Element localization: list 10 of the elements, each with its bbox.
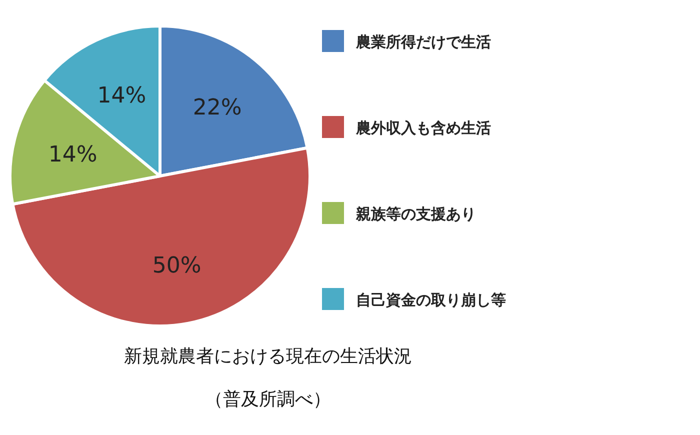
data-label: 14%: [97, 84, 146, 109]
legend-label: 親族等の支援あり: [355, 205, 476, 223]
legend-label: 農業所得だけで生活: [355, 33, 491, 51]
text: （普及所調べ）: [205, 389, 331, 410]
text: 新規就農者における現在の生活状況: [124, 346, 412, 367]
data-label: 22%: [192, 96, 242, 121]
legend-label: 自己資金の取り崩し等: [356, 291, 506, 309]
legend-label: 農外収入も含め生活: [355, 119, 491, 137]
data-label: 50%: [152, 253, 202, 278]
data-label: 14%: [48, 142, 98, 168]
